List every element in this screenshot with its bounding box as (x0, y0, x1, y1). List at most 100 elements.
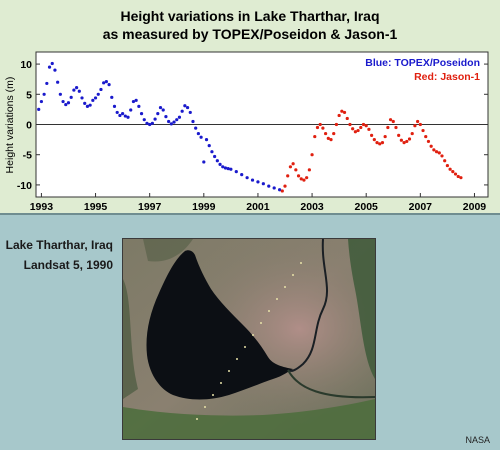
x-tick-label: 1995 (84, 201, 108, 213)
topex-point (69, 95, 73, 99)
topex-point (121, 112, 125, 116)
topex-point (240, 173, 244, 177)
topex-point (107, 83, 111, 87)
topex-point (229, 167, 233, 171)
topex-point (234, 170, 238, 174)
jason-point (375, 141, 379, 145)
jason-point (364, 124, 368, 128)
jason-point (459, 176, 463, 180)
jason-point (334, 122, 339, 127)
photo-caption-line1: Lake Tharthar, Iraq (5, 238, 113, 252)
jason-point (324, 131, 328, 136)
jason-point (410, 131, 414, 136)
credit-label: NASA (465, 435, 490, 445)
topex-point (53, 68, 57, 72)
topex-point (123, 114, 127, 118)
jason-point (416, 119, 420, 124)
jason-point (315, 125, 320, 130)
topex-point (180, 109, 184, 113)
terrain-dark-west (123, 279, 138, 399)
jason-point (280, 189, 284, 193)
jason-point (440, 154, 444, 158)
jason-point (397, 133, 401, 137)
topex-point (37, 107, 41, 111)
topex-point (218, 162, 222, 166)
topex-point (261, 182, 265, 186)
jason-point (386, 125, 390, 130)
panel-divider (0, 213, 500, 215)
jason-point (286, 174, 290, 178)
jason-point (407, 137, 412, 141)
topex-point (204, 138, 209, 142)
topex-point (104, 80, 108, 84)
jason-point (372, 138, 376, 142)
jason-point (345, 116, 349, 121)
chart-svg: 1993 1995 1997 1999 2001 2003 2005 2007 2009 10 5 0… (4, 51, 489, 213)
x-tick-label: 1997 (138, 201, 162, 213)
jason-point (299, 177, 303, 181)
topex-point (199, 135, 203, 139)
topex-point (64, 102, 68, 107)
jason-point (296, 174, 301, 178)
jason-point (356, 128, 360, 133)
topex-point (85, 104, 90, 108)
topex-point (175, 118, 179, 122)
topex-point (58, 92, 62, 96)
topex-point (167, 119, 171, 124)
river-channel (287, 369, 375, 399)
photo-caption-line2: Landsat 5, 1990 (23, 258, 113, 272)
x-tick-label: 2007 (409, 201, 433, 213)
jason-point (305, 176, 309, 180)
x-tick-label: 1993 (30, 201, 54, 213)
topex-point (250, 178, 255, 182)
topex-point (110, 95, 114, 99)
topex-point (131, 99, 136, 104)
topex-point (223, 166, 228, 170)
topex-point (47, 65, 52, 69)
topex-point (150, 121, 154, 125)
jason-point (340, 109, 344, 113)
topex-point (148, 122, 152, 127)
x-tick-label: 2009 (463, 201, 487, 213)
topex-point (118, 113, 122, 118)
topex-point (194, 126, 198, 130)
topex-point (213, 154, 217, 159)
topex-point (88, 103, 92, 107)
topex-point (188, 110, 192, 115)
jason-point (353, 130, 357, 134)
y-tick-label: -10 (17, 180, 32, 192)
topex-point (272, 186, 276, 190)
topex-point (56, 80, 60, 84)
y-tick-label: 0 (26, 120, 32, 132)
topex-point (96, 92, 100, 96)
jason-point (342, 110, 347, 115)
jason-point (378, 142, 382, 146)
jason-point (370, 133, 374, 137)
jason-point (332, 131, 336, 136)
jason-point (426, 139, 431, 144)
topex-point (102, 81, 106, 85)
jason-point (402, 141, 406, 145)
jason-point (445, 163, 450, 168)
jason-point (310, 153, 314, 157)
chart-title-line2: as measured by TOPEX/Poseidon & Jason-1 (102, 26, 398, 42)
topex-point (50, 61, 54, 66)
topex-point (153, 117, 157, 121)
x-tick-label: 2005 (355, 201, 379, 213)
topex-point (172, 120, 176, 124)
tigris-river (287, 239, 328, 372)
legend-jason: Red: Jason-1 (414, 71, 480, 83)
chart-title-line1: Height variations in Lake Tharthar, Iraq (120, 8, 380, 24)
x-tick-label: 2001 (246, 201, 270, 213)
topex-point (142, 118, 146, 122)
jason-point (367, 127, 371, 131)
topex-point (245, 176, 249, 180)
topex-point (77, 89, 81, 93)
vegetation-south (123, 399, 375, 439)
topex-point (72, 88, 76, 92)
topex-point (39, 99, 44, 104)
y-tick-label: -5 (23, 150, 32, 162)
jason-point (413, 124, 417, 128)
topex-point (215, 159, 219, 163)
jason-point (288, 165, 293, 169)
